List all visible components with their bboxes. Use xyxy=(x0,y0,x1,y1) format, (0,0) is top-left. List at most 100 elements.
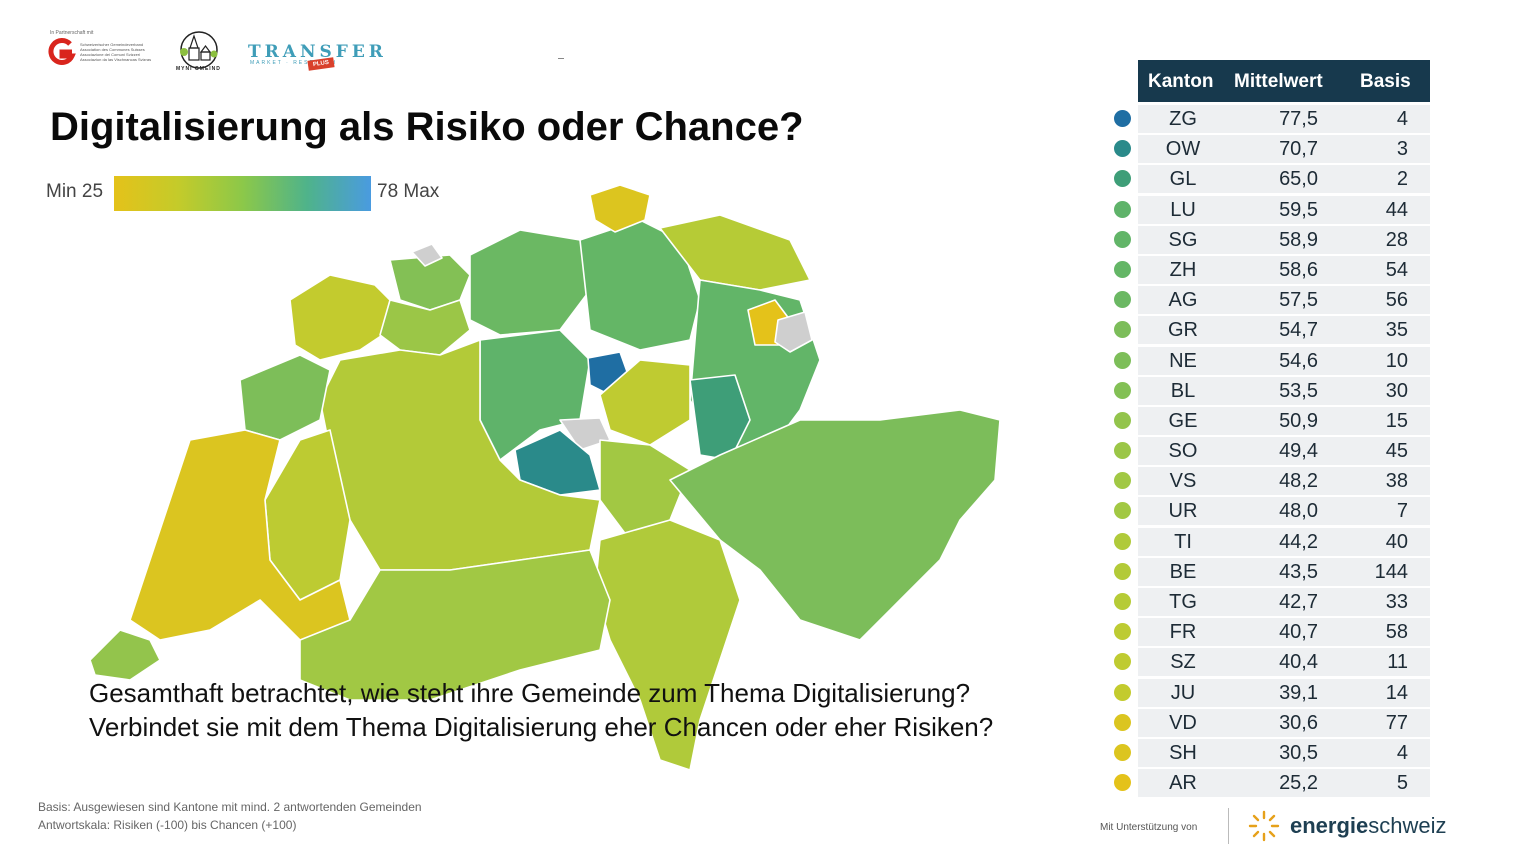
village-logo-text: MYNI GMEIND xyxy=(176,66,221,72)
color-dot xyxy=(1114,502,1131,520)
cell-basis: 14 xyxy=(1385,681,1408,704)
legend-gradient-bar xyxy=(114,176,371,211)
cell-kanton: VD xyxy=(1169,711,1197,734)
cell-basis: 44 xyxy=(1385,198,1408,221)
canton-sh xyxy=(589,184,651,233)
table-header: Kanton Mittelwert Basis xyxy=(1138,60,1430,102)
table-row: ZG 77,5 4 xyxy=(1110,104,1430,134)
color-dot xyxy=(1114,351,1131,369)
cell-basis: 7 xyxy=(1396,500,1408,523)
cell-basis: 58 xyxy=(1385,621,1408,644)
row-background xyxy=(1138,255,1430,284)
header-mittelwert: Mittelwert xyxy=(1234,71,1323,92)
color-dot xyxy=(1114,411,1131,429)
cell-mittelwert: 77,5 xyxy=(1279,108,1318,130)
cell-mittelwert: 59,5 xyxy=(1279,198,1318,221)
cell-mittelwert: 50,9 xyxy=(1279,409,1318,432)
table-row: LU 59,5 44 xyxy=(1110,195,1430,225)
canton-ag xyxy=(469,229,591,336)
cell-kanton: JU xyxy=(1170,681,1196,704)
row-background xyxy=(1138,769,1430,798)
table-row: OW 70,7 3 xyxy=(1110,134,1430,164)
canton-ne xyxy=(239,354,331,441)
brand-light: schweiz xyxy=(1368,813,1447,838)
cell-basis: 35 xyxy=(1385,319,1408,342)
color-dot xyxy=(1114,472,1131,490)
table-row: SH 30,5 4 xyxy=(1110,738,1430,768)
row-background xyxy=(1138,648,1430,677)
cell-mittelwert: 53,5 xyxy=(1279,379,1318,402)
cell-kanton: ZG xyxy=(1169,108,1197,130)
cell-basis: 30 xyxy=(1385,379,1408,402)
canton-so xyxy=(379,299,471,356)
row-background xyxy=(1138,437,1430,466)
table-row: GL 65,0 2 xyxy=(1110,164,1430,194)
canton-gl xyxy=(689,374,751,461)
table-row: SZ 40,4 11 xyxy=(1110,647,1430,677)
canton-ti xyxy=(594,519,741,771)
row-background xyxy=(1138,376,1430,405)
support-divider xyxy=(1228,808,1229,844)
cell-kanton: FR xyxy=(1169,621,1197,644)
footnote: Basis: Ausgewiesen sind Kantone mit mind… xyxy=(38,798,422,834)
color-dot xyxy=(1114,713,1131,731)
cell-basis: 5 xyxy=(1396,772,1408,795)
table-row: VS 48,2 38 xyxy=(1110,466,1430,496)
canton-ai xyxy=(774,311,813,353)
cell-mittelwert: 70,7 xyxy=(1279,138,1318,161)
cell-mittelwert: 48,2 xyxy=(1279,470,1318,493)
village-logo xyxy=(180,31,218,69)
cell-basis: 4 xyxy=(1396,741,1408,764)
cell-mittelwert: 30,5 xyxy=(1279,741,1318,764)
row-background xyxy=(1138,588,1430,616)
footnote-scale: Antwortskala: Risiken (-100) bis Chancen… xyxy=(38,818,297,832)
canton-vs xyxy=(299,549,611,701)
canton-ju xyxy=(289,274,391,361)
row-background xyxy=(1138,406,1430,435)
table-row: SO 49,4 45 xyxy=(1110,436,1430,466)
cell-mittelwert: 57,5 xyxy=(1279,289,1318,312)
cell-basis: 40 xyxy=(1385,530,1408,553)
cell-kanton: NE xyxy=(1169,349,1197,372)
cell-basis: 4 xyxy=(1396,108,1408,130)
footnote-basis: Basis: Ausgewiesen sind Kantone mit mind… xyxy=(38,800,422,814)
legend-min-label: Min 25 xyxy=(46,181,104,202)
color-dot xyxy=(1114,140,1131,158)
cell-mittelwert: 65,0 xyxy=(1279,168,1318,191)
cell-mittelwert: 40,4 xyxy=(1279,651,1318,674)
row-background xyxy=(1138,618,1430,647)
cell-basis: 11 xyxy=(1387,651,1408,674)
table-row: SG 58,9 28 xyxy=(1110,225,1430,255)
color-dot xyxy=(1114,110,1131,127)
cell-kanton: OW xyxy=(1165,138,1201,161)
cell-basis: 2 xyxy=(1396,168,1408,191)
cell-basis: 10 xyxy=(1385,349,1408,372)
color-dot xyxy=(1114,170,1131,188)
cell-kanton: BL xyxy=(1170,379,1196,402)
color-dot xyxy=(1114,291,1131,309)
cell-kanton: AG xyxy=(1168,289,1198,312)
table-row: TG 42,7 33 xyxy=(1110,587,1430,617)
color-dot xyxy=(1114,623,1131,641)
color-dot xyxy=(1114,653,1131,671)
table-row: BL 53,5 30 xyxy=(1110,376,1430,406)
cell-mittelwert: 43,5 xyxy=(1279,560,1318,583)
row-background xyxy=(1138,225,1430,254)
canton-gr xyxy=(669,409,1001,641)
row-background xyxy=(1138,135,1430,164)
table-row: GE 50,9 15 xyxy=(1110,406,1430,436)
color-dot xyxy=(1114,442,1131,460)
color-dot xyxy=(1114,743,1131,761)
row-background xyxy=(1138,497,1430,526)
cell-basis: 144 xyxy=(1374,560,1408,583)
color-dot xyxy=(1114,774,1131,792)
color-dot xyxy=(1114,593,1131,610)
brand-strong: energie xyxy=(1290,813,1369,838)
cell-basis: 56 xyxy=(1385,289,1408,312)
cell-mittelwert: 44,2 xyxy=(1279,530,1318,553)
divider-mark xyxy=(558,58,564,59)
partner-logos: In Partnerschaft mit Schweizerischer Gem… xyxy=(44,28,444,76)
energieschweiz-logo: energieschweiz xyxy=(1290,813,1447,839)
cell-kanton: SH xyxy=(1169,741,1197,764)
